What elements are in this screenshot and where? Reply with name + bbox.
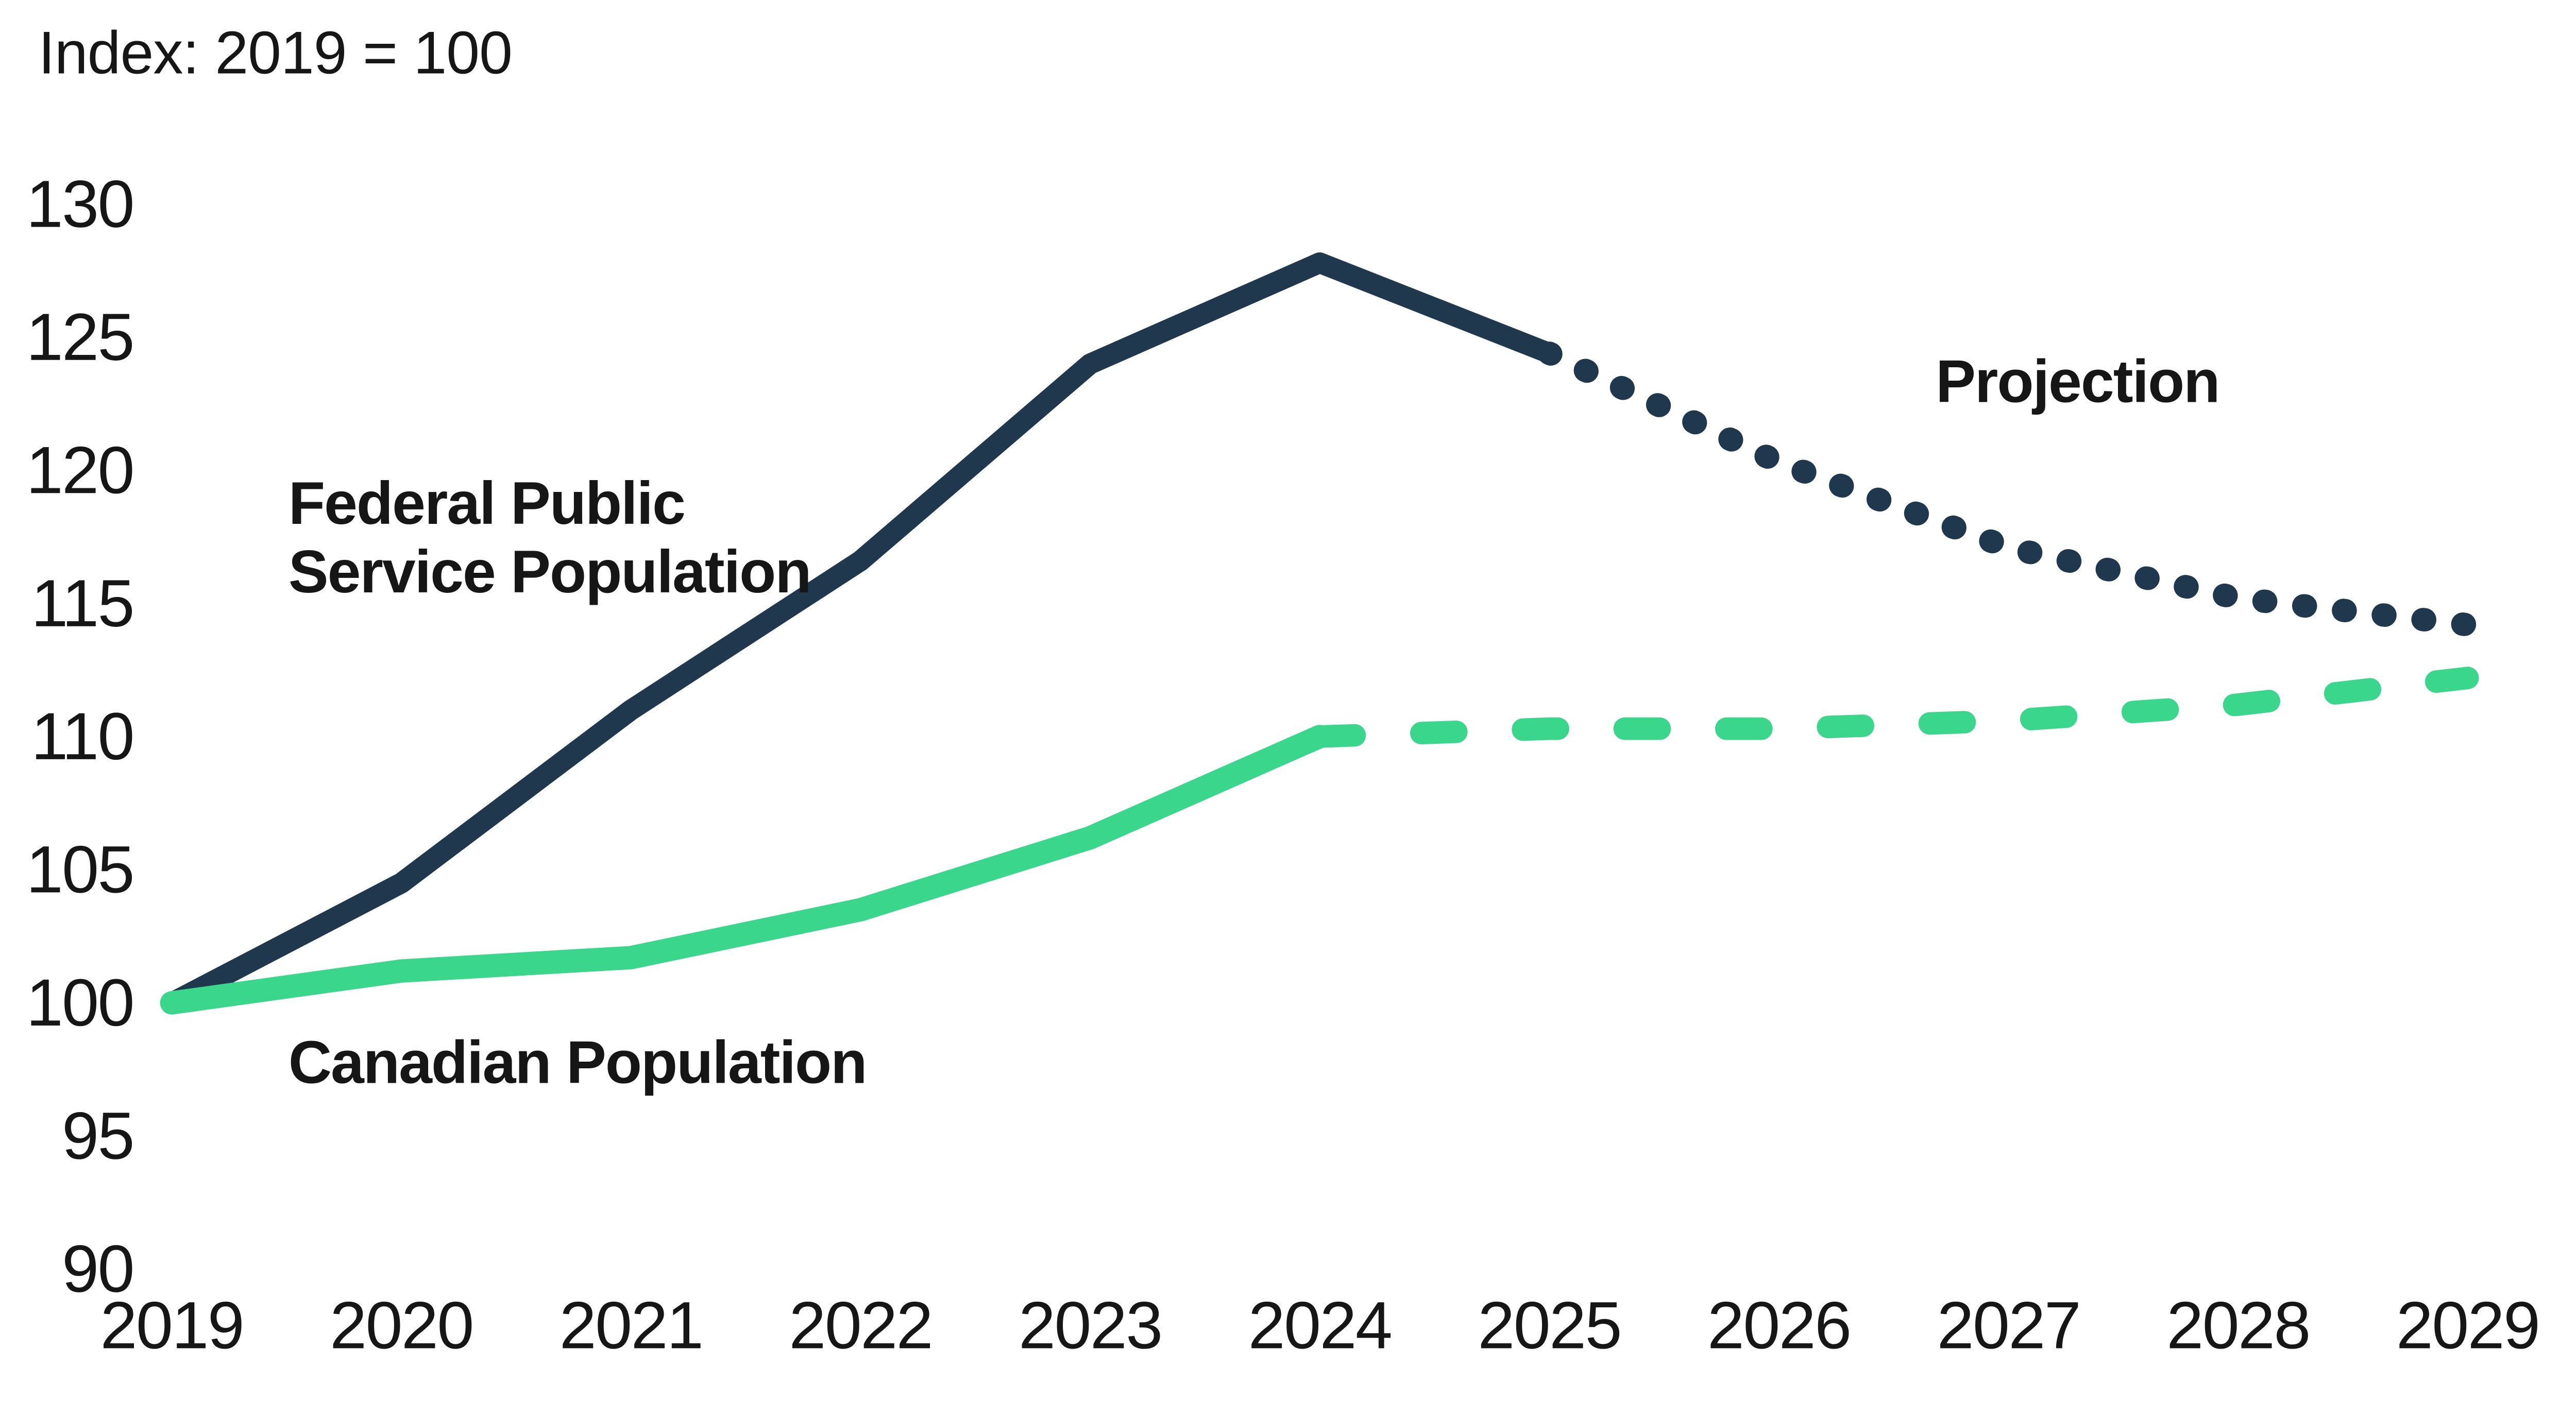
- y-tick-130: 130: [26, 167, 133, 241]
- y-axis-tick-labels: 130 125 120 115 110 105 100 95 90: [26, 167, 135, 1306]
- federal-series-label-line2: Service Population: [289, 538, 811, 605]
- federal-series-label-line1: Federal Public: [289, 469, 685, 537]
- x-tick-2019: 2019: [100, 1288, 244, 1362]
- projection-label: Projection: [1936, 348, 2219, 415]
- y-tick-95: 95: [62, 1099, 133, 1173]
- x-tick-2022: 2022: [789, 1288, 932, 1362]
- y-tick-120: 120: [26, 433, 133, 507]
- y-tick-90: 90: [62, 1232, 133, 1306]
- x-tick-2025: 2025: [1478, 1288, 1621, 1362]
- federal-line-projected: [1537, 342, 2480, 637]
- y-tick-125: 125: [26, 300, 133, 374]
- x-tick-2027: 2027: [1937, 1288, 2080, 1362]
- chart-title: Index: 2019 = 100: [38, 19, 512, 86]
- x-tick-2021: 2021: [560, 1288, 703, 1362]
- y-tick-100: 100: [26, 966, 133, 1040]
- x-tick-2020: 2020: [330, 1288, 473, 1362]
- x-tick-2024: 2024: [1248, 1288, 1392, 1362]
- y-tick-115: 115: [31, 567, 133, 641]
- x-tick-2023: 2023: [1019, 1288, 1162, 1362]
- canadian-series-label: Canadian Population: [289, 1028, 867, 1096]
- x-tick-2029: 2029: [2396, 1288, 2539, 1362]
- y-tick-105: 105: [26, 832, 133, 907]
- x-tick-2026: 2026: [1707, 1288, 1851, 1362]
- canadian-line-projected: [1308, 667, 2479, 748]
- canadian-line-solid: [160, 725, 1332, 1015]
- x-axis-tick-labels: 2019 2020 2021 2022 2023 2024 2025 2026 2027 2028…: [100, 1288, 2540, 1362]
- x-tick-2028: 2028: [2166, 1288, 2310, 1362]
- federal-line-solid: [161, 252, 1560, 1014]
- y-tick-110: 110: [31, 700, 133, 774]
